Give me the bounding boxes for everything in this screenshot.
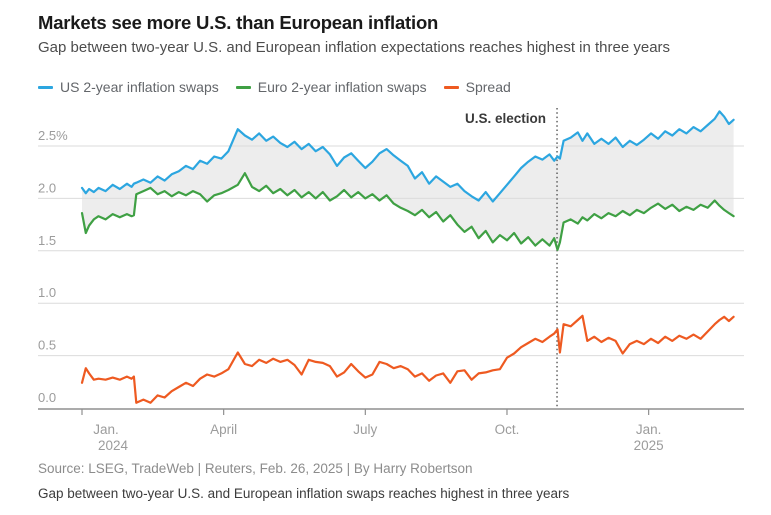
chart-title: Markets see more U.S. than European infl… (38, 12, 439, 33)
x-tick-label: Jan. (93, 422, 119, 437)
x-tick-label: Jan. (636, 422, 662, 437)
series-line-euro (80, 172, 735, 251)
us-line-swatch (38, 85, 53, 89)
y-tick-label: 1.5 (38, 233, 56, 248)
election-annotation: U.S. election (464, 111, 546, 126)
caption-line: Gap between two-year U.S. and European i… (38, 486, 570, 501)
y-tick-label: 0.0 (38, 390, 56, 405)
legend-item-us: US 2-year inflation swaps (38, 79, 219, 95)
chart-subtitle: Gap between two-year U.S. and European i… (38, 39, 671, 56)
y-tick-label: 1.0 (38, 285, 56, 300)
y-tick-label: 2.5% (38, 128, 68, 143)
series-line-spread (80, 314, 735, 404)
series-line-us (80, 110, 735, 203)
legend-item-spread: Spread (443, 79, 511, 95)
x-tick-year-label: 2025 (634, 438, 664, 453)
spread-line-swatch (443, 85, 459, 89)
legend-label-euro: Euro 2-year inflation swaps (257, 79, 427, 95)
chart-area: 2.5% 2.0 1.5 1.0 0.5 0.0 Jan. 2024 April July Oct.… (0, 100, 771, 455)
legend: US 2-year inflation swaps Euro 2-year in… (38, 79, 511, 95)
legend-item-euro: Euro 2-year inflation swaps (235, 79, 427, 95)
y-tick-label: 2.0 (38, 180, 56, 195)
x-tick-label: July (353, 422, 377, 437)
y-tick-label: 0.5 (38, 338, 56, 353)
euro-line-swatch (235, 85, 251, 89)
x-tick-label: April (210, 422, 237, 437)
x-tick-year-label: 2024 (98, 438, 129, 453)
spread-shaded-band (82, 111, 734, 250)
x-tick-label: Oct. (495, 422, 520, 437)
legend-label-spread: Spread (465, 79, 511, 95)
legend-label-us: US 2-year inflation swaps (60, 79, 219, 95)
source-line: Source: LSEG, TradeWeb | Reuters, Feb. 2… (38, 461, 473, 476)
